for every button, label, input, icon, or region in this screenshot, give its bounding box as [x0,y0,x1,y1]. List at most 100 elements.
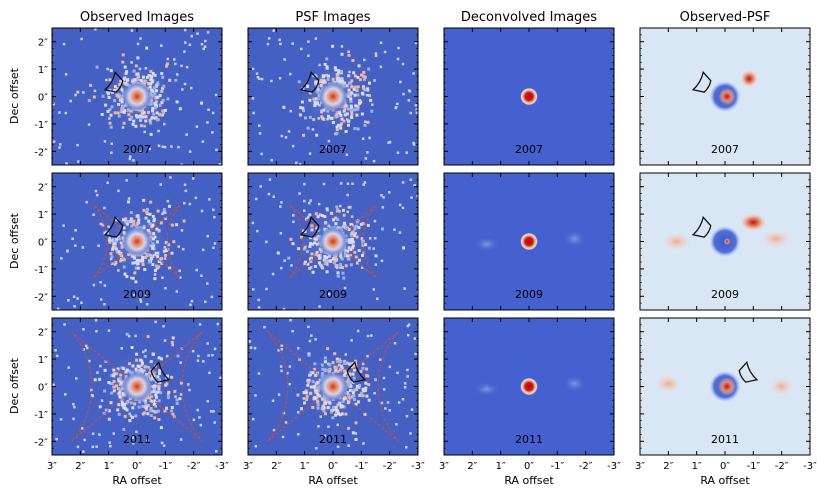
pixel [122,110,126,114]
noise-pixel [376,297,379,300]
noise-pixel [393,228,396,231]
pixel [111,90,114,94]
noise-pixel [297,433,300,436]
y-tick-label: 0″ [38,93,48,104]
noise-pixel [114,263,117,266]
pixel [305,391,308,395]
noise-pixel [75,377,78,380]
x-tick-label: -3″ [411,461,425,472]
noise-pixel [314,338,317,341]
ylabel-row-2: Dec offset [8,212,21,269]
wedge-aperture [691,70,712,93]
noise-pixel [409,178,413,181]
noise-pixel [196,359,200,362]
pixel [304,389,308,393]
pixel [158,369,162,373]
pixel [121,60,125,64]
noise-pixel [282,307,286,310]
noise-pixel [192,177,195,180]
pixel [313,362,317,366]
pixel [107,409,111,413]
noise-pixel [112,372,116,375]
noise-pixel [52,140,56,143]
pixel [155,255,159,259]
pixel [146,404,150,407]
noise-pixel [128,157,132,161]
pixel [149,200,153,204]
pixel [321,372,325,376]
pixel [349,100,353,103]
pixel [340,364,343,368]
noise-pixel [339,124,343,127]
pixel [317,256,321,260]
pixel [353,234,357,238]
pixel [314,253,318,257]
pixel [148,396,152,400]
noise-pixel [412,72,415,75]
pixel [348,362,352,366]
pixel [132,219,136,223]
x-tick-label: -2″ [579,461,593,472]
pixel [353,127,357,130]
pixel [142,224,146,228]
y-tick-label: -1″ [34,265,48,276]
pixel [112,389,116,393]
noise-pixel [291,329,294,333]
noise-pixel [388,140,392,144]
pixel [311,242,315,246]
pixel [115,87,119,91]
noise-pixel [398,231,402,234]
noise-pixel [129,414,133,418]
pixel [162,111,166,115]
noise-pixel [252,111,255,115]
pixel [313,388,317,392]
noise-pixel [318,305,321,308]
noise-pixel [81,246,85,249]
x-tick-label: 2″ [75,461,85,472]
noise-pixel [362,183,365,186]
pixel [119,259,123,263]
pixel [326,259,330,263]
pixel [120,401,124,405]
pixel [349,104,353,108]
noise-pixel [284,136,288,139]
pixel [308,115,312,119]
pixel [353,227,357,231]
noise-pixel [383,50,387,54]
noise-pixel [350,339,353,342]
pixel [361,387,365,391]
pixel [92,95,96,99]
noise-pixel [414,352,417,356]
pixel [321,405,325,409]
pixel [314,97,318,101]
pixel [352,394,356,398]
pixel [334,216,338,220]
ylabel-row-3: Dec offset [8,357,21,414]
pixel [125,70,129,74]
noise-pixel [280,266,283,270]
noise-pixel [363,58,366,62]
noise-pixel [379,41,383,44]
pixel [313,104,317,107]
noise-pixel [320,265,323,269]
noise-pixel [363,181,367,184]
noise-pixel [137,215,140,218]
pixel [336,274,340,278]
noise-pixel [279,205,282,208]
noise-pixel [200,209,204,213]
x-tick-label: 2″ [467,461,477,472]
noise-pixel [272,428,276,432]
pixel [136,262,140,266]
pixel [351,246,355,250]
noise-pixel [99,281,102,284]
noise-pixel [174,395,177,398]
faint-structure [563,375,586,393]
noise-pixel [405,151,408,154]
pixel [116,367,120,371]
pixel [153,106,157,110]
noise-pixel [277,349,280,352]
pixel [314,373,318,377]
noise-pixel [204,300,207,303]
pixel [333,66,337,70]
pixel [149,360,153,364]
